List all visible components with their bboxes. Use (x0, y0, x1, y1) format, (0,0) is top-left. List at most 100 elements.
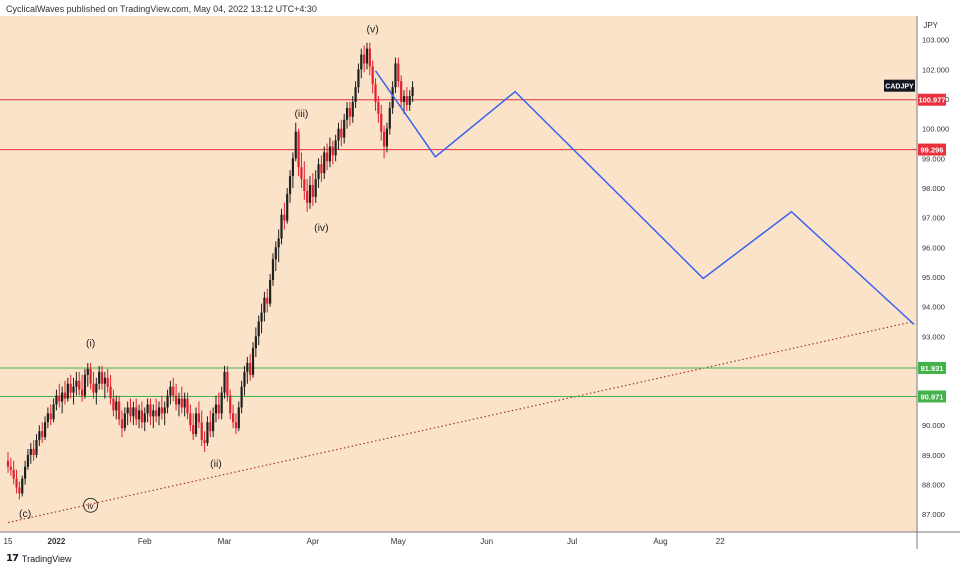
projection-path (374, 70, 915, 325)
plot-area[interactable] (0, 16, 917, 532)
wave-label: (i) (86, 338, 95, 350)
candle (246, 357, 249, 384)
candle (243, 365, 246, 396)
candle (61, 386, 64, 414)
candle (21, 475, 24, 497)
candle (317, 158, 320, 188)
candle (160, 395, 163, 420)
candle (86, 362, 89, 387)
candle (274, 241, 277, 272)
candle (46, 407, 49, 429)
x-tick-label: 15 (4, 537, 13, 546)
candle (146, 398, 149, 423)
candle (226, 365, 229, 402)
candle (343, 113, 346, 144)
candle (83, 368, 87, 399)
svg-text:91.931: 91.931 (921, 364, 944, 373)
y-tick-label: 103.000 (922, 36, 949, 45)
wave-label: iv (88, 501, 95, 511)
candle (365, 42, 369, 70)
candle (371, 60, 374, 94)
candle (277, 229, 280, 263)
support-price-tag: 91.931 (918, 361, 946, 374)
wave-label: (c) (19, 508, 31, 520)
candle (183, 392, 186, 417)
candle (157, 401, 161, 426)
candle (374, 78, 377, 111)
candle (189, 404, 192, 432)
candle (348, 102, 351, 126)
candle (55, 389, 58, 411)
candle (328, 137, 332, 168)
candle (229, 389, 232, 420)
candle (234, 413, 238, 435)
candle (320, 155, 323, 183)
candle (294, 122, 297, 162)
candle (388, 102, 391, 135)
y-tick-label: 96.000 (922, 243, 945, 252)
candle (72, 377, 75, 405)
candle (354, 81, 357, 108)
x-tick-label: Jul (567, 537, 577, 546)
candle (180, 386, 183, 414)
candle (217, 392, 220, 420)
wave-label-circle (83, 497, 99, 513)
y-tick-label: 95.000 (922, 273, 945, 282)
price-chart[interactable]: (c) iv (i) (ii) (iii) (iv) (v) JPY 103.000 102.0… (0, 16, 960, 549)
x-tick-label: Aug (653, 537, 667, 546)
x-tick-label: 22 (716, 537, 725, 546)
candle (269, 274, 272, 307)
candle (78, 371, 81, 396)
svg-text:99.296: 99.296 (921, 146, 944, 155)
candle (106, 368, 109, 393)
axis-currency-label: JPY (923, 21, 938, 30)
candle (169, 380, 172, 405)
candle (155, 398, 158, 423)
x-tick-label: Apr (307, 537, 320, 546)
candle (6, 451, 10, 473)
candle (303, 161, 306, 200)
y-tick-label: 89.000 (922, 451, 945, 460)
candle (280, 208, 283, 245)
candle (49, 404, 52, 426)
candle (231, 404, 235, 429)
candle (63, 380, 67, 405)
candle (351, 96, 354, 123)
candle (382, 125, 386, 159)
candle (126, 401, 129, 426)
wave-label: (iv) (314, 222, 329, 234)
candle (237, 401, 240, 432)
candle (120, 410, 124, 438)
candle (174, 383, 178, 411)
support-price-tag: 90.971 (918, 390, 946, 403)
candle (143, 407, 146, 432)
candle (15, 469, 18, 494)
footer: 17 TradingView (6, 553, 71, 564)
candle (29, 443, 32, 464)
candle (100, 365, 104, 390)
candle (400, 75, 403, 108)
candle (325, 143, 329, 171)
candle (115, 395, 118, 420)
candle (402, 90, 406, 114)
candle (288, 170, 292, 203)
y-tick-label: 100.000 (922, 125, 949, 134)
candle (394, 57, 397, 94)
candle (300, 152, 303, 188)
candle (240, 380, 243, 414)
candle (308, 176, 312, 209)
candle (123, 407, 126, 432)
candle (260, 303, 263, 334)
candle (334, 134, 337, 162)
candle (200, 410, 203, 446)
candle (311, 173, 314, 206)
candle (220, 386, 223, 420)
candle (385, 122, 389, 153)
candle (380, 104, 383, 141)
candle (163, 401, 166, 426)
candle (297, 128, 300, 177)
candle (69, 374, 72, 399)
candle (32, 440, 35, 461)
time-axis[interactable]: 15 2022 Feb Mar Apr May Jun Jul Aug 22 (4, 537, 726, 546)
candle (109, 374, 112, 405)
